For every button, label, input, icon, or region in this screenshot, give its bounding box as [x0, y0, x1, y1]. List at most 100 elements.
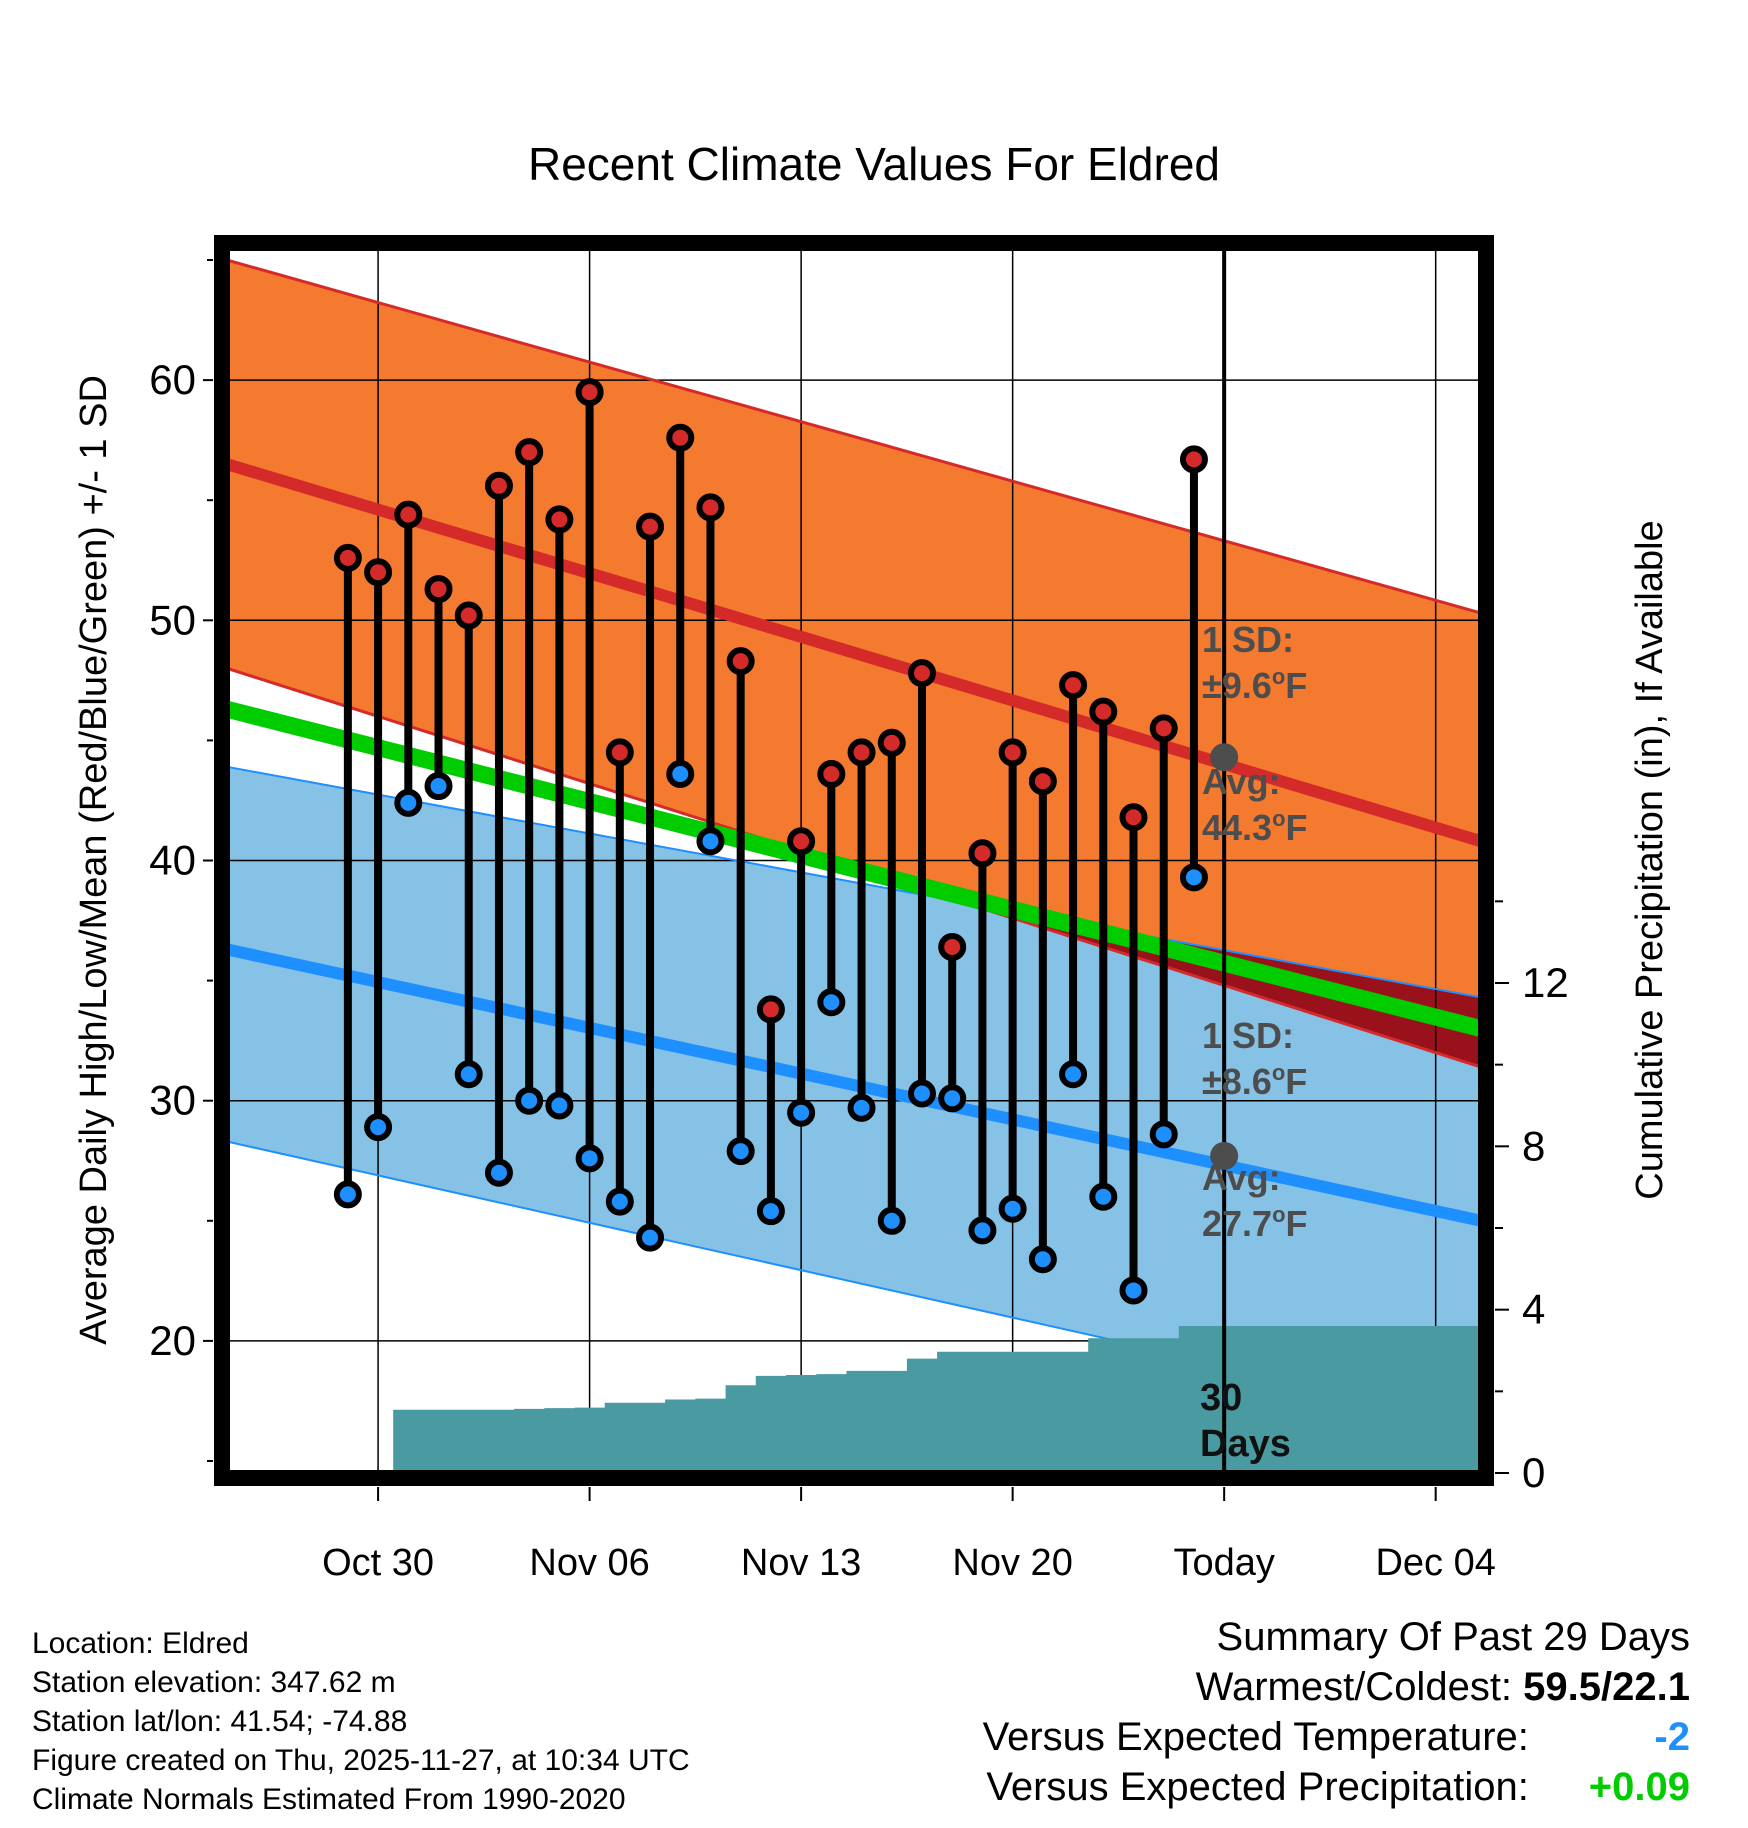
x-tick-label: Nov 06: [529, 1542, 649, 1584]
high-point: [605, 738, 634, 767]
y-tick-label-left: 40: [149, 837, 196, 884]
low-point: [515, 1086, 544, 1115]
high-point: [1149, 714, 1178, 743]
x-tick-label: Dec 04: [1375, 1542, 1495, 1584]
low-point: [1179, 863, 1208, 892]
low-sd-label-line1: 1 SD:: [1202, 1015, 1294, 1056]
high-sd-label: 1 SD:±9.6oF: [1202, 619, 1307, 706]
elevation-text: Station elevation: 347.62 m: [32, 1666, 396, 1699]
warm-cold-row: Warmest/Coldest: 59.5/22.1: [983, 1662, 1690, 1712]
high-sd-label-line1: 1 SD:: [1202, 619, 1294, 660]
observations: [333, 378, 1208, 1305]
low-point: [484, 1158, 513, 1187]
low-point: [938, 1084, 967, 1113]
low-sd-label-line2: ±8.6oF: [1202, 1060, 1307, 1102]
low-point: [364, 1113, 393, 1142]
y-tick-label-right: 0: [1522, 1449, 1545, 1496]
high-sd-label-line2: ±9.6oF: [1202, 664, 1307, 706]
high-point: [907, 659, 936, 688]
high-point: [394, 500, 423, 529]
axes: 20 30 40 50 60 0 4 8 12 Oct 30 Nov 06 Nov 13 Nov 20 T…: [149, 259, 1569, 1584]
low-point: [726, 1137, 755, 1166]
y-tick-label-right: 12: [1522, 959, 1569, 1006]
x-tick-label: Today: [1173, 1542, 1274, 1584]
low-point: [1119, 1276, 1148, 1305]
high-point: [1119, 803, 1148, 832]
low-sd-label: 1 SD:±8.6oF: [1202, 1015, 1307, 1102]
high-point: [454, 601, 483, 630]
high-point: [968, 839, 997, 868]
temp-departure-row: Versus Expected Temperature: -2: [983, 1712, 1690, 1762]
precipitation-area: [332, 248, 1481, 1473]
low-point: [454, 1060, 483, 1089]
x-axis-label: Day: [840, 1599, 908, 1600]
created-text: Figure created on Thu, 2025-11-27, at 10…: [32, 1744, 690, 1777]
low-point: [545, 1091, 574, 1120]
y-tick-label-left: 20: [149, 1317, 196, 1364]
high-point: [424, 575, 453, 604]
low-point: [1059, 1060, 1088, 1089]
high-point: [515, 438, 544, 467]
plot-frame: [214, 235, 1494, 1486]
high-avg-label: Avg:44.3oF: [1202, 761, 1308, 848]
high-point: [696, 493, 725, 522]
high-point: [666, 423, 695, 452]
low-point: [696, 827, 725, 856]
summary-panel: Summary Of Past 29 Days Warmest/Coldest:…: [983, 1612, 1690, 1812]
high-point: [1089, 697, 1118, 726]
low-point: [907, 1079, 936, 1108]
precip-departure-row: Versus Expected Precipitation: +0.09: [983, 1762, 1690, 1812]
low-upper-line: [226, 765, 1482, 999]
high-point: [1028, 767, 1057, 796]
chart-title: Recent Climate Values For Eldred: [528, 138, 1220, 190]
low-point: [998, 1194, 1027, 1223]
high-point: [938, 932, 967, 961]
days-label-line2: Days: [1200, 1423, 1291, 1465]
low-average-line: [225, 943, 1483, 1227]
warm-cold-label: Warmest/Coldest:: [1195, 1665, 1513, 1709]
high-point: [817, 760, 846, 789]
low-point: [636, 1223, 665, 1252]
latlon-text: Station lat/lon: 41.54; -74.88: [32, 1705, 408, 1738]
x-tick-label: Nov 13: [741, 1542, 861, 1584]
normals-text: Climate Normals Estimated From 1990-2020: [32, 1783, 626, 1816]
high-point: [545, 505, 574, 534]
low-point: [787, 1098, 816, 1127]
low-point: [605, 1187, 634, 1216]
y-tick-label-left: 30: [149, 1077, 196, 1124]
precip-departure-label: Versus Expected Precipitation:: [986, 1765, 1529, 1809]
low-point: [394, 788, 423, 817]
high-point: [364, 558, 393, 587]
low-point: [1149, 1120, 1178, 1149]
low-point: [847, 1093, 876, 1122]
y-tick-label-right: 4: [1522, 1286, 1545, 1333]
today-low-avg-marker: [1210, 1141, 1239, 1170]
temp-departure-label: Versus Expected Temperature:: [982, 1715, 1529, 1759]
y-tick-label-right: 8: [1522, 1122, 1545, 1169]
temp-departure-value: -2: [1654, 1715, 1690, 1759]
high-upper-line: [226, 258, 1482, 615]
low-point: [968, 1216, 997, 1245]
high-point: [636, 512, 665, 541]
station-info: Location: Eldred Station elevation: 347.…: [32, 1624, 690, 1819]
low-point: [575, 1144, 604, 1173]
low-point: [666, 760, 695, 789]
low-point: [1028, 1245, 1057, 1274]
low-point: [877, 1206, 906, 1235]
x-tick-label: Oct 30: [322, 1542, 434, 1584]
plot-border: [214, 235, 1494, 1486]
warm-cold-value: 59.5/22.1: [1523, 1665, 1690, 1709]
high-point: [575, 378, 604, 407]
high-point: [484, 471, 513, 500]
low-avg-label: Avg:27.7oF: [1202, 1157, 1308, 1244]
high-point: [877, 728, 906, 757]
high-point: [756, 995, 785, 1024]
high-point: [847, 738, 876, 767]
high-point: [998, 738, 1027, 767]
high-point: [333, 543, 362, 572]
y-axis-label-left: Average Daily High/Low/Mean (Red/Blue/Gr…: [73, 375, 115, 1345]
low-point: [756, 1197, 785, 1226]
low-point: [1089, 1182, 1118, 1211]
high-point: [787, 827, 816, 856]
